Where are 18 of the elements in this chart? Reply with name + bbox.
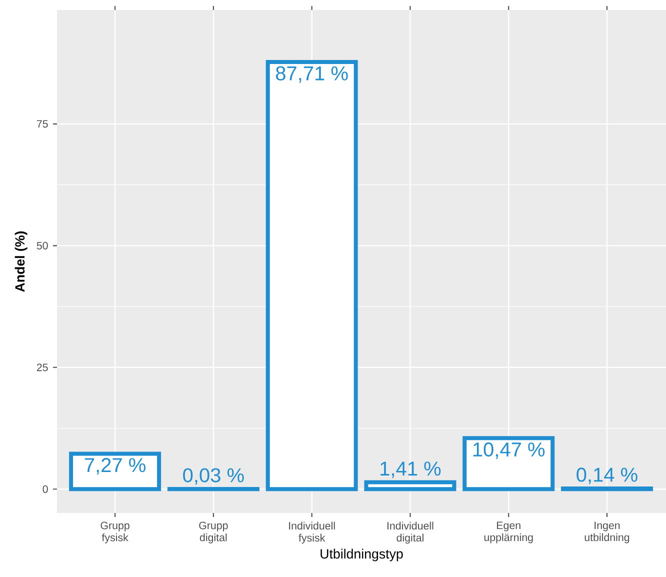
x-tick-label: Grupp digital: [199, 522, 228, 544]
data-label: 10,47 %: [473, 442, 545, 459]
data-label: 87,71 %: [276, 66, 348, 83]
x-tick-label: Individuell digital: [387, 522, 434, 544]
data-label: 7,27 %: [84, 458, 146, 475]
data-label: 1,41 %: [380, 462, 441, 478]
y-tick-label: 50: [36, 242, 48, 250]
x-tick-label: Egen upplärning: [484, 522, 533, 544]
y-tick-label: 25: [36, 364, 48, 372]
data-label: 0,14 %: [576, 468, 638, 484]
y-axis-title: Andel (%): [14, 231, 28, 292]
y-tick-label: 75: [36, 120, 48, 128]
y-tick-label: 0: [42, 485, 48, 493]
x-tick-label: Ingen utbildning: [584, 522, 630, 544]
x-tick-label: Individuell fysisk: [289, 522, 335, 544]
data-label: 0,03 %: [183, 468, 244, 485]
x-tick-label: Grupp fysisk: [100, 522, 130, 544]
x-axis-title: Utbildningstyp: [320, 548, 403, 562]
